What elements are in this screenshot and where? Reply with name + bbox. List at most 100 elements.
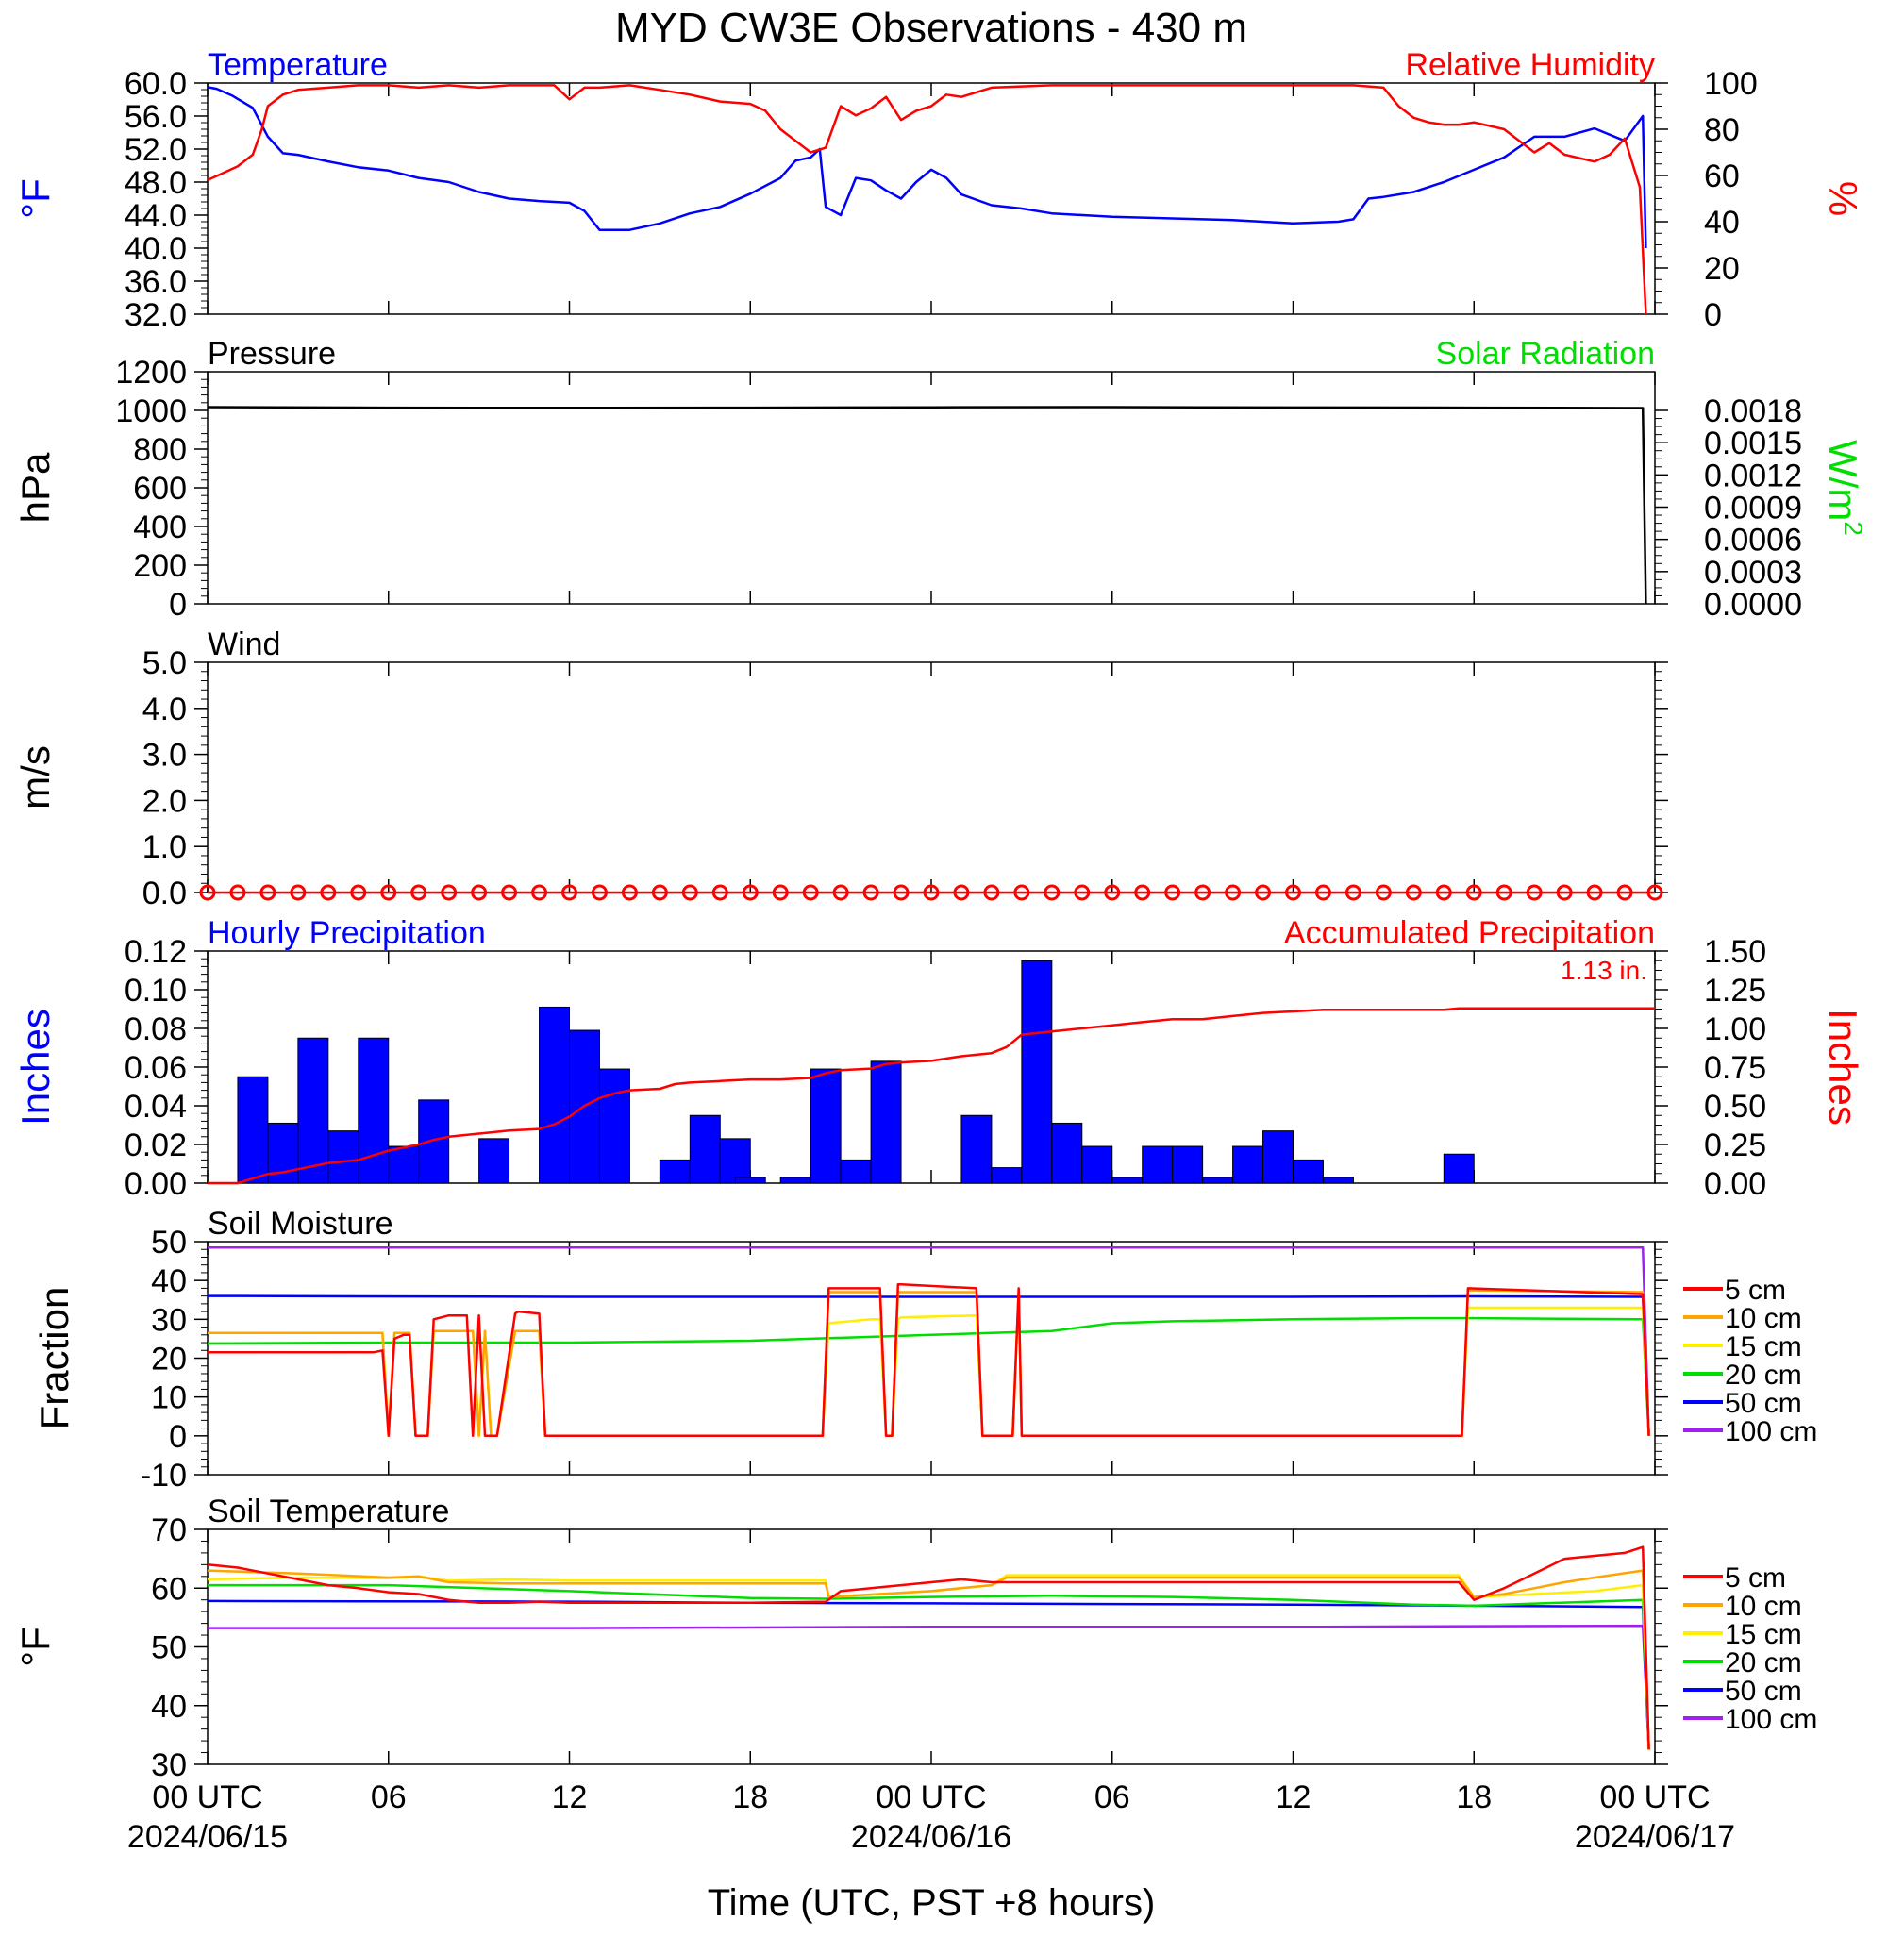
x-tick-label: 12 <box>552 1779 588 1815</box>
legend-label: 10 cm <box>1725 1591 1802 1622</box>
series-line-temperature <box>207 86 1647 249</box>
plot-frame <box>207 1528 1656 1765</box>
precip-total-annotation: 1.13 in. <box>1561 956 1647 985</box>
y-tick-label-right: 0.0000 <box>1704 587 1802 623</box>
y-tick-label-left: 1.0 <box>142 829 187 865</box>
chart-title: MYD CW3E Observations - 430 m <box>615 5 1247 51</box>
wind-marker <box>229 884 246 901</box>
wind-marker <box>923 884 940 901</box>
x-tick-date: 2024/06/17 <box>1575 1819 1735 1855</box>
panel-title-left: Hourly Precipitation <box>208 915 486 951</box>
legend-label: 50 cm <box>1725 1676 1802 1707</box>
precip-bar <box>659 1159 691 1184</box>
precip-bar <box>358 1037 390 1184</box>
wind-marker <box>1526 884 1543 901</box>
precip-bar <box>237 1076 269 1184</box>
wind-marker <box>621 884 638 901</box>
y-tick-label-left: 0.0 <box>142 876 187 911</box>
wind-marker <box>1314 884 1331 901</box>
legend-label: 20 cm <box>1725 1647 1802 1678</box>
y-tick-label-left: 20 <box>151 1342 187 1378</box>
wind-marker <box>290 884 307 901</box>
precip-bar <box>1202 1177 1234 1184</box>
wind-marker <box>832 884 849 901</box>
y-tick-label-right: 40 <box>1704 205 1740 241</box>
series-line-10-cm <box>207 1569 1650 1750</box>
x-tick-label: 00 UTC <box>1599 1779 1710 1815</box>
x-axis-label: Time (UTC, PST +8 hours) <box>708 1882 1156 1924</box>
legend-label: 5 cm <box>1725 1275 1786 1306</box>
y-tick-label-left: 40.0 <box>125 231 187 267</box>
wind-marker <box>711 884 728 901</box>
wind-marker <box>591 884 608 901</box>
precip-bar <box>1443 1153 1475 1184</box>
precip-bar <box>1021 960 1053 1184</box>
precip-bar <box>991 1167 1023 1184</box>
wind-marker <box>1225 884 1242 901</box>
y-tick-label-left: 44.0 <box>125 198 187 234</box>
y-axis-label-right: % <box>1821 181 1865 216</box>
y-axis-label-right: W/m2 <box>1821 440 1868 536</box>
wind-marker <box>1556 884 1573 901</box>
wind-marker <box>1074 884 1091 901</box>
plot-frame <box>207 661 1656 893</box>
y-axis-label-left: °F <box>13 178 58 218</box>
y-tick-label-left: 2.0 <box>142 783 187 819</box>
y-tick-label-left: 600 <box>133 471 187 507</box>
precip-bar <box>1111 1177 1144 1184</box>
wind-marker <box>501 884 518 901</box>
y-tick-label-right: 0.0012 <box>1704 458 1802 493</box>
wind-marker <box>531 884 548 901</box>
x-tick-label: 18 <box>732 1779 768 1815</box>
precip-bar <box>870 1060 902 1184</box>
wind-marker <box>1044 884 1061 901</box>
y-tick-label-right: 1.50 <box>1704 934 1766 970</box>
plot-frame <box>207 1241 1656 1476</box>
precip-bar <box>1051 1122 1083 1184</box>
panel-wind: 0.0 1.0 2.0 3.0 4.0 5.0 Wind m/s <box>13 626 1668 911</box>
precip-bar <box>719 1138 751 1184</box>
wind-marker <box>1194 884 1211 901</box>
wind-marker <box>441 884 458 901</box>
wind-marker <box>380 884 397 901</box>
legend-label: 50 cm <box>1725 1388 1802 1419</box>
series-line-10-cm <box>208 1289 1650 1438</box>
y-tick-label-right: 100 <box>1704 66 1758 102</box>
y-tick-label-left: -10 <box>141 1458 187 1494</box>
wind-marker <box>742 884 759 901</box>
panels: 32.036.040.044.048.052.056.060.0 0 20 40 60 8… <box>13 47 1868 1855</box>
panel-title-left: Temperature <box>208 47 388 83</box>
wind-marker <box>1646 884 1663 901</box>
wind-marker <box>1164 884 1181 901</box>
y-axis-label-left: m/s <box>13 745 58 810</box>
panel-title-left: Soil Temperature <box>208 1494 449 1529</box>
wind-marker <box>1435 884 1452 901</box>
legend-label: 15 cm <box>1725 1619 1802 1650</box>
y-tick-label-right: 0.0018 <box>1704 393 1802 429</box>
y-tick-label-right: 60 <box>1704 159 1740 194</box>
panel-title-left: Soil Moisture <box>208 1206 393 1242</box>
plot-frame <box>207 82 1656 315</box>
y-tick-label-left: 200 <box>133 548 187 584</box>
precip-bar <box>689 1114 721 1184</box>
precip-bar <box>1081 1145 1113 1184</box>
precip-bar <box>810 1068 842 1184</box>
wind-marker <box>1495 884 1512 901</box>
x-tick-date: 2024/06/15 <box>127 1819 288 1855</box>
precip-bar <box>327 1130 359 1184</box>
wind-marker <box>410 884 427 901</box>
y-tick-label-left: 60 <box>151 1571 187 1607</box>
y-tick-label-right: 0.0006 <box>1704 523 1802 559</box>
y-tick-label-right: 0.00 <box>1704 1166 1766 1202</box>
y-tick-label-left: 48.0 <box>125 165 187 201</box>
y-tick-label-left: 56.0 <box>125 99 187 135</box>
series-line-relative-humidity <box>207 84 1647 315</box>
wind-marker <box>893 884 910 901</box>
y-axis-label-left: Fraction <box>32 1287 76 1430</box>
series-line-100-cm <box>208 1624 1650 1750</box>
y-axis-label-left: hPa <box>13 452 58 523</box>
panel-precip: 0.000.020.040.060.080.100.120.000.250.50… <box>13 915 1865 1202</box>
y-tick-label-right: 1.00 <box>1704 1011 1766 1047</box>
wind-marker <box>772 884 789 901</box>
